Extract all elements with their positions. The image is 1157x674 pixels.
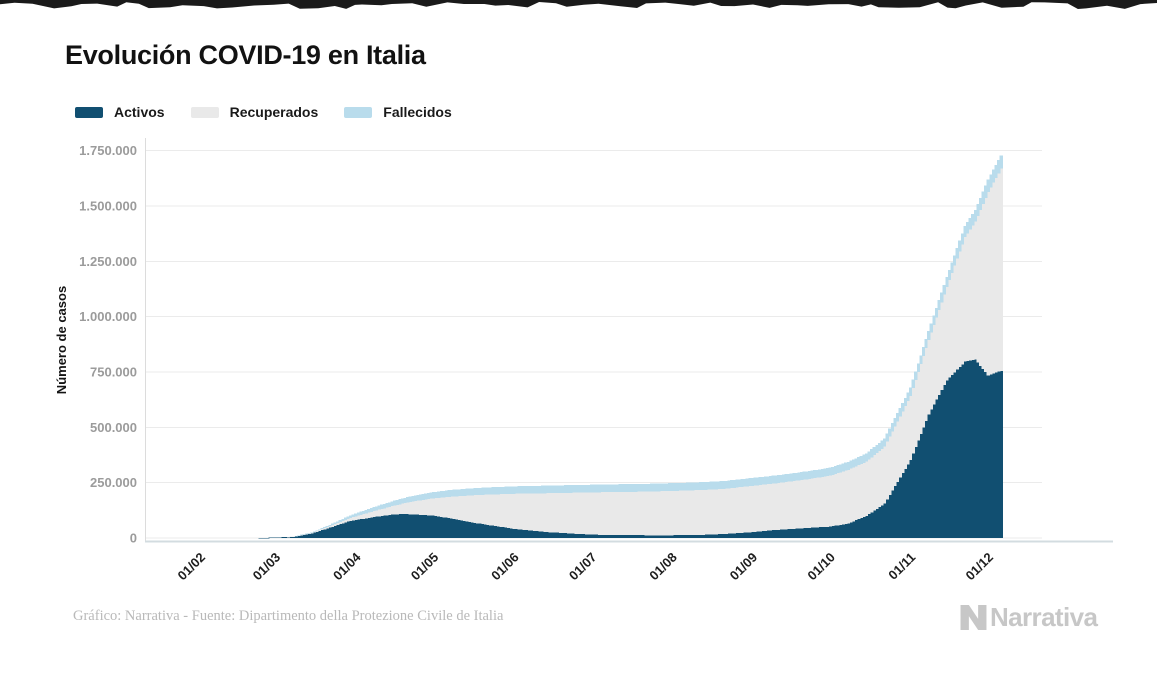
legend-swatch-activos: [75, 106, 103, 118]
x-tick-label: 01/11: [885, 550, 918, 583]
narrativa-logo: Narrativa: [960, 602, 1098, 633]
y-tick-label: 250.000: [90, 475, 137, 490]
legend-label-fallecidos: Fallecidos: [383, 104, 452, 120]
area-series-fallecidos: [294, 155, 1003, 537]
x-tick-label: 01/02: [175, 550, 209, 584]
y-axis-title: Número de casos: [54, 286, 69, 394]
legend-item-recuperados: Recuperados: [190, 104, 319, 120]
legend-item-fallecidos: Fallecidos: [344, 104, 452, 120]
area-series-recuperados: [286, 168, 1003, 538]
x-tick-label: 01/05: [408, 550, 442, 584]
legend-swatch-recuperados: [190, 106, 219, 118]
narrativa-logo-text: Narrativa: [990, 602, 1098, 632]
x-tick-label: 01/04: [330, 549, 364, 583]
x-axis-tick-labels: 01/02 01/03 01/04 01/05 01/06 01/07 01/08 01/09…: [175, 549, 997, 583]
x-tick-label: 01/08: [646, 550, 680, 584]
y-tick-label: 1.000.000: [79, 309, 137, 324]
torn-edge-path: [0, 0, 1157, 9]
y-tick-label: 1.250.000: [79, 254, 137, 269]
chart-title: Evolución COVID-19 en Italia: [65, 40, 426, 70]
legend-item-activos: Activos: [75, 104, 165, 120]
y-tick-label: 1.750.000: [79, 143, 137, 158]
legend-label-activos: Activos: [114, 104, 165, 120]
legend-label-recuperados: Recuperados: [229, 104, 319, 120]
narrativa-logo-icon: [960, 605, 987, 630]
x-tick-label: 01/12: [963, 550, 997, 584]
x-tick-label: 01/10: [804, 550, 838, 584]
x-tick-label: 01/09: [727, 550, 761, 584]
y-tick-label: 0: [130, 531, 137, 546]
y-tick-label: 750.000: [90, 364, 137, 379]
chart-legend: Activos Recuperados Fallecidos: [75, 104, 452, 120]
area-series-activos: [258, 359, 1003, 539]
x-tick-label: 01/07: [566, 550, 600, 584]
source-credit: Gráfico: Narrativa - Fuente: Dipartiment…: [73, 608, 504, 624]
y-axis-tick-labels: 0 250.000 500.000 750.000 1.000.000 1.250.000…: [79, 143, 137, 545]
y-tick-label: 1.500.000: [79, 198, 137, 213]
y-tick-label: 500.000: [90, 420, 137, 435]
x-tick-label: 01/03: [250, 550, 284, 584]
torn-edge-decoration: [0, 0, 1157, 9]
x-tick-label: 01/06: [488, 550, 522, 584]
legend-swatch-fallecidos: [344, 106, 373, 118]
